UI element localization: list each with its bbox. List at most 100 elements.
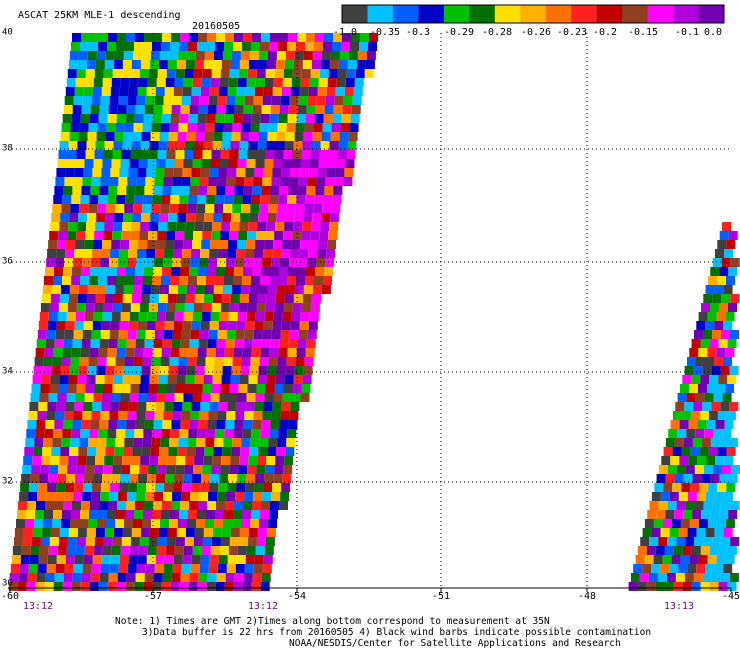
data-cell: [250, 438, 260, 447]
data-cell: [50, 528, 60, 537]
data-cell: [51, 366, 61, 375]
data-cell: [59, 375, 69, 384]
data-cell: [26, 582, 36, 591]
data-cell: [665, 474, 675, 483]
data-cell: [56, 483, 66, 492]
data-cell: [199, 96, 209, 105]
colorbar-swatch: [571, 5, 598, 23]
data-cell: [334, 177, 344, 186]
data-cell: [245, 168, 255, 177]
data-cell: [221, 456, 231, 465]
data-cell: [324, 105, 334, 114]
data-cell: [210, 393, 220, 402]
data-cell: [152, 42, 161, 51]
data-cell: [46, 411, 56, 420]
data-cell: [276, 285, 286, 294]
data-cell: [174, 393, 184, 402]
data-cell: [11, 555, 21, 564]
data-cell: [235, 258, 245, 267]
data-cell: [121, 384, 131, 393]
data-cell: [242, 42, 251, 51]
data-cell: [725, 312, 735, 321]
data-cell: [276, 51, 286, 60]
data-cell: [236, 168, 246, 177]
data-cell: [681, 411, 691, 420]
data-cell: [728, 267, 738, 276]
data-cell: [200, 321, 210, 330]
data-cell: [215, 582, 225, 591]
data-cell: [194, 222, 204, 231]
data-cell: [60, 132, 70, 141]
data-cell: [306, 267, 315, 276]
data-cell: [341, 42, 350, 51]
data-cell: [707, 519, 717, 528]
data-cell: [280, 330, 290, 339]
data-cell: [127, 96, 137, 105]
data-cell: [264, 393, 274, 402]
data-cell: [263, 321, 273, 330]
data-cell: [197, 114, 207, 123]
data-cell: [72, 186, 82, 195]
data-cell: [231, 285, 241, 294]
data-cell: [115, 204, 125, 213]
data-cell: [69, 132, 79, 141]
data-cell: [40, 537, 50, 546]
data-cell: [144, 105, 154, 114]
data-cell: [149, 141, 159, 150]
data-cell: [81, 186, 91, 195]
data-cell: [692, 510, 702, 519]
data-cell: [265, 303, 275, 312]
data-cell: [155, 555, 165, 564]
data-cell: [123, 213, 133, 222]
data-cell: [66, 159, 76, 168]
data-cell: [81, 33, 90, 42]
data-cell: [34, 357, 44, 366]
data-cell: [90, 339, 100, 348]
data-cell: [75, 546, 85, 555]
data-cell: [52, 438, 62, 447]
data-cell: [89, 276, 98, 285]
data-cell: [281, 168, 291, 177]
data-cell: [151, 204, 161, 213]
data-cell: [243, 573, 253, 582]
data-cell: [53, 510, 62, 519]
data-cell: [130, 150, 140, 159]
data-cell: [176, 528, 186, 537]
data-cell: [194, 294, 204, 303]
data-cell: [219, 240, 229, 249]
data-cell: [279, 33, 288, 42]
data-cell: [108, 573, 118, 582]
data-cell: [108, 186, 118, 195]
data-cell: [195, 366, 205, 375]
data-cell: [74, 249, 84, 258]
data-cell: [273, 393, 283, 402]
data-cell: [306, 105, 316, 114]
data-cell: [178, 204, 188, 213]
data-cell: [188, 510, 197, 519]
data-cell: [207, 186, 217, 195]
data-cell: [201, 240, 211, 249]
data-cell: [227, 87, 237, 96]
data-cell: [158, 528, 168, 537]
data-cell: [291, 159, 301, 168]
data-cell: [64, 411, 74, 420]
data-cell: [684, 366, 694, 375]
data-cell: [274, 150, 284, 159]
data-cell: [225, 186, 235, 195]
data-cell: [694, 330, 703, 339]
data-cell: [150, 285, 160, 294]
data-cell: [723, 321, 733, 330]
data-cell: [190, 330, 200, 339]
data-cell: [249, 132, 259, 141]
data-cell: [324, 33, 333, 42]
data-cell: [40, 303, 50, 312]
data-cell: [57, 393, 67, 402]
data-cell: [153, 501, 162, 510]
data-cell: [51, 447, 61, 456]
data-cell: [103, 303, 113, 312]
data-cell: [369, 33, 378, 42]
data-cell: [268, 123, 278, 132]
data-cell: [285, 366, 295, 375]
data-cell: [19, 492, 29, 501]
data-cell: [29, 555, 39, 564]
